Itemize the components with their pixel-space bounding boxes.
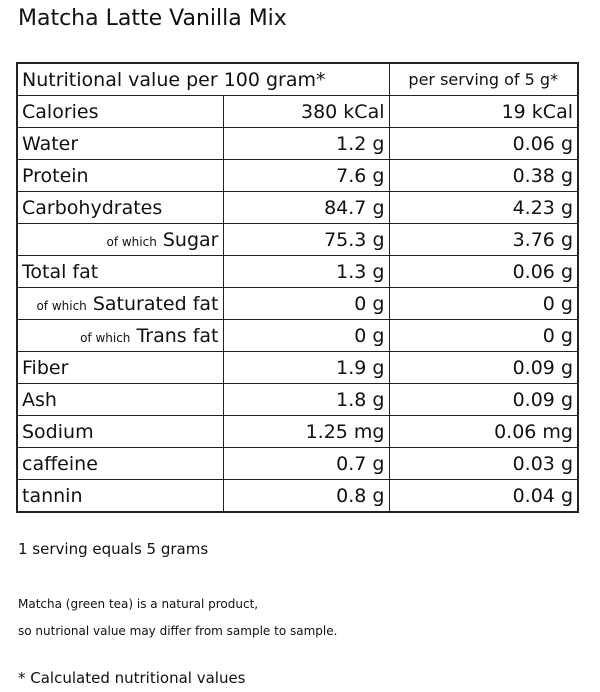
nutrient-cell: of which Sugar: [16, 223, 224, 256]
nutrient-name: Sodium: [22, 420, 94, 443]
row: Ash 1.8 g 0.09 g: [16, 383, 579, 416]
row: of which Sugar 75.3 g 3.76 g: [16, 223, 579, 256]
nutrient-name: Ash: [22, 388, 57, 411]
nutrient-cell: Water: [16, 127, 224, 160]
per-serving: 0.03 g: [388, 447, 579, 480]
nutrition-table: Nutritional value per 100 gram* per serv…: [16, 62, 579, 513]
nutrient-cell: Calories: [16, 95, 224, 128]
prefix: of which: [36, 298, 87, 313]
nutrient-name: Trans fat: [136, 324, 219, 347]
prefix: of which: [106, 234, 157, 249]
per-100g: 1.3 g: [222, 255, 390, 288]
nutrient-name: caffeine: [22, 452, 98, 475]
row: Total fat 1.3 g 0.06 g: [16, 255, 579, 288]
per-100g: 380 kCal: [222, 95, 390, 128]
note-line: Matcha (green tea) is a natural product,: [18, 597, 259, 611]
nutrient-name: Fiber: [22, 356, 69, 379]
per-serving: 0.06 g: [388, 255, 579, 288]
per-100g: 1.8 g: [222, 383, 390, 416]
per-serving: 0.09 g: [388, 383, 579, 416]
per-serving: 4.23 g: [388, 191, 579, 224]
per-serving: 0 g: [388, 319, 579, 352]
row: Water 1.2 g 0.06 g: [16, 127, 579, 160]
note-line: so nutrional value may differ from sampl…: [18, 624, 338, 638]
nutrient-name: Saturated fat: [92, 292, 219, 315]
per-100g: 75.3 g: [222, 223, 390, 256]
header-row: Nutritional value per 100 gram* per serv…: [16, 62, 579, 96]
nutrient-cell: Carbohydrates: [16, 191, 224, 224]
per-100g: 84.7 g: [222, 191, 390, 224]
per-serving: 0.38 g: [388, 159, 579, 192]
per-100g: 1.2 g: [222, 127, 390, 160]
row: tannin 0.8 g 0.04 g: [16, 479, 579, 513]
nutrient-cell: of which Trans fat: [16, 319, 224, 352]
nutrient-cell: Sodium: [16, 415, 224, 448]
per-serving: 0.06 g: [388, 127, 579, 160]
column-header: Nutritional value per 100 gram*: [16, 62, 390, 96]
title: Matcha Latte Vanilla Mix: [18, 6, 287, 31]
per-100g: 0.8 g: [222, 479, 390, 513]
footnote: * Calculated nutritional values: [18, 669, 246, 687]
row: caffeine 0.7 g 0.03 g: [16, 447, 579, 480]
prefix: of which: [80, 330, 131, 345]
row: Protein 7.6 g 0.38 g: [16, 159, 579, 192]
nutrient-name: Carbohydrates: [22, 196, 163, 219]
serving-note: 1 serving equals 5 grams: [18, 540, 209, 558]
nutrient-cell: Ash: [16, 383, 224, 416]
nutrient-name: Protein: [22, 164, 89, 187]
per-serving: 0.04 g: [388, 479, 579, 513]
per-serving: 0.06 mg: [388, 415, 579, 448]
nutrient-name: Calories: [22, 100, 99, 123]
per-100g: 0 g: [222, 287, 390, 320]
nutrient-cell: tannin: [16, 479, 224, 513]
nutrient-cell: Protein: [16, 159, 224, 192]
nutrient-cell: Fiber: [16, 351, 224, 384]
per-100g: 7.6 g: [222, 159, 390, 192]
nutrient-cell: Total fat: [16, 255, 224, 288]
nutrient-name: Total fat: [22, 260, 99, 283]
row: Fiber 1.9 g 0.09 g: [16, 351, 579, 384]
per-100g: 0 g: [222, 319, 390, 352]
nutrient-cell: of which Saturated fat: [16, 287, 224, 320]
column-header: per serving of 5 g*: [388, 62, 579, 96]
per-serving: 19 kCal: [388, 95, 579, 128]
per-100g: 1.25 mg: [222, 415, 390, 448]
per-serving: 0.09 g: [388, 351, 579, 384]
row: Sodium 1.25 mg 0.06 mg: [16, 415, 579, 448]
per-100g: 1.9 g: [222, 351, 390, 384]
nutrient-name: tannin: [22, 484, 83, 507]
per-serving: 3.76 g: [388, 223, 579, 256]
row: Carbohydrates 84.7 g 4.23 g: [16, 191, 579, 224]
nutrient-cell: caffeine: [16, 447, 224, 480]
per-serving: 0 g: [388, 287, 579, 320]
row: Calories 380 kCal 19 kCal: [16, 95, 579, 128]
nutrient-name: Sugar: [162, 228, 219, 251]
nutrient-name: Water: [22, 132, 79, 155]
per-100g: 0.7 g: [222, 447, 390, 480]
